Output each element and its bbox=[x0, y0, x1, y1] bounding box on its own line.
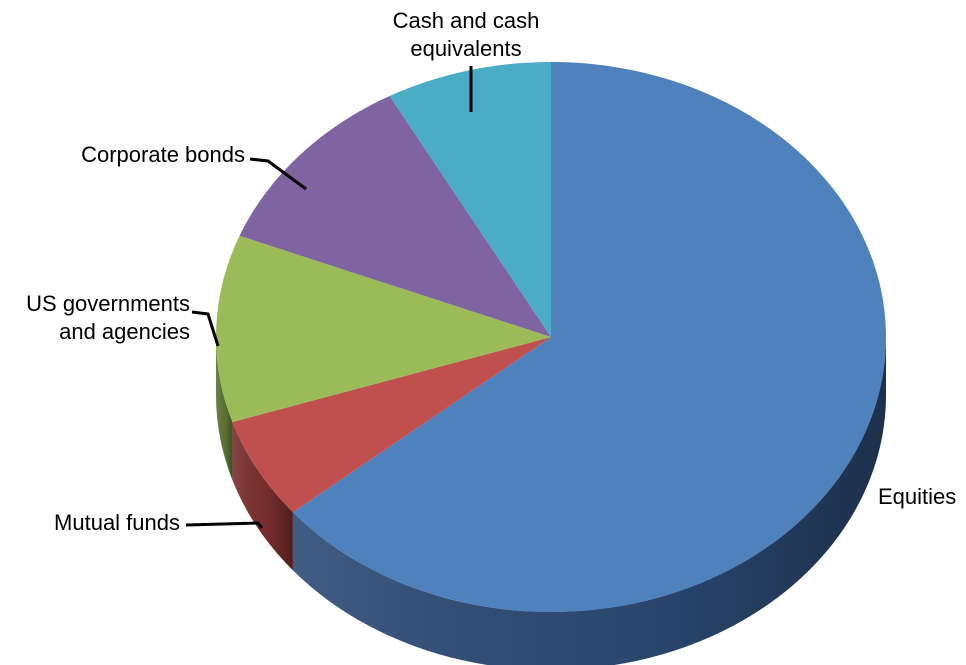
label-line: US governments bbox=[26, 291, 190, 316]
label-line: Mutual funds bbox=[54, 510, 180, 535]
slice-cash-and-cash-equivalents[interactable] bbox=[389, 62, 551, 337]
label-mutual-funds: Mutual funds bbox=[54, 510, 180, 535]
label-cash-and-cash-equivalents: Cash and cash equivalents bbox=[393, 8, 540, 61]
label-equities: Equities bbox=[878, 484, 956, 509]
label-line: Equities bbox=[878, 484, 956, 509]
slice-side-shade-us-governments-and-agencies bbox=[216, 337, 233, 480]
pie-depth-layer bbox=[216, 337, 886, 665]
slice-us-governments-and-agencies[interactable] bbox=[216, 235, 551, 422]
label-us-governments-and-agencies: US governments and agencies bbox=[26, 291, 190, 344]
leader-lines-layer bbox=[185, 66, 473, 529]
slice-side-shade-equities bbox=[292, 337, 886, 665]
slice-mutual-funds[interactable] bbox=[232, 337, 552, 513]
leader-line-us-governments-and-agencies bbox=[191, 310, 220, 347]
leader-line-mutual-funds bbox=[185, 521, 264, 529]
label-corporate-bonds: Corporate bonds bbox=[81, 142, 245, 167]
label-line: Cash and cash bbox=[393, 8, 540, 33]
leader-line-corporate-bonds bbox=[249, 157, 307, 191]
labels-layer: Equities Mutual funds US governments and ag… bbox=[26, 8, 956, 535]
label-line: Corporate bonds bbox=[81, 142, 245, 167]
slice-corporate-bonds[interactable] bbox=[239, 96, 551, 338]
slice-equities[interactable] bbox=[292, 62, 886, 612]
slice-side-shade-mutual-funds bbox=[232, 421, 293, 571]
label-line: and agencies bbox=[59, 319, 190, 344]
pie-top-layer bbox=[216, 62, 886, 612]
label-line: equivalents bbox=[410, 36, 521, 61]
